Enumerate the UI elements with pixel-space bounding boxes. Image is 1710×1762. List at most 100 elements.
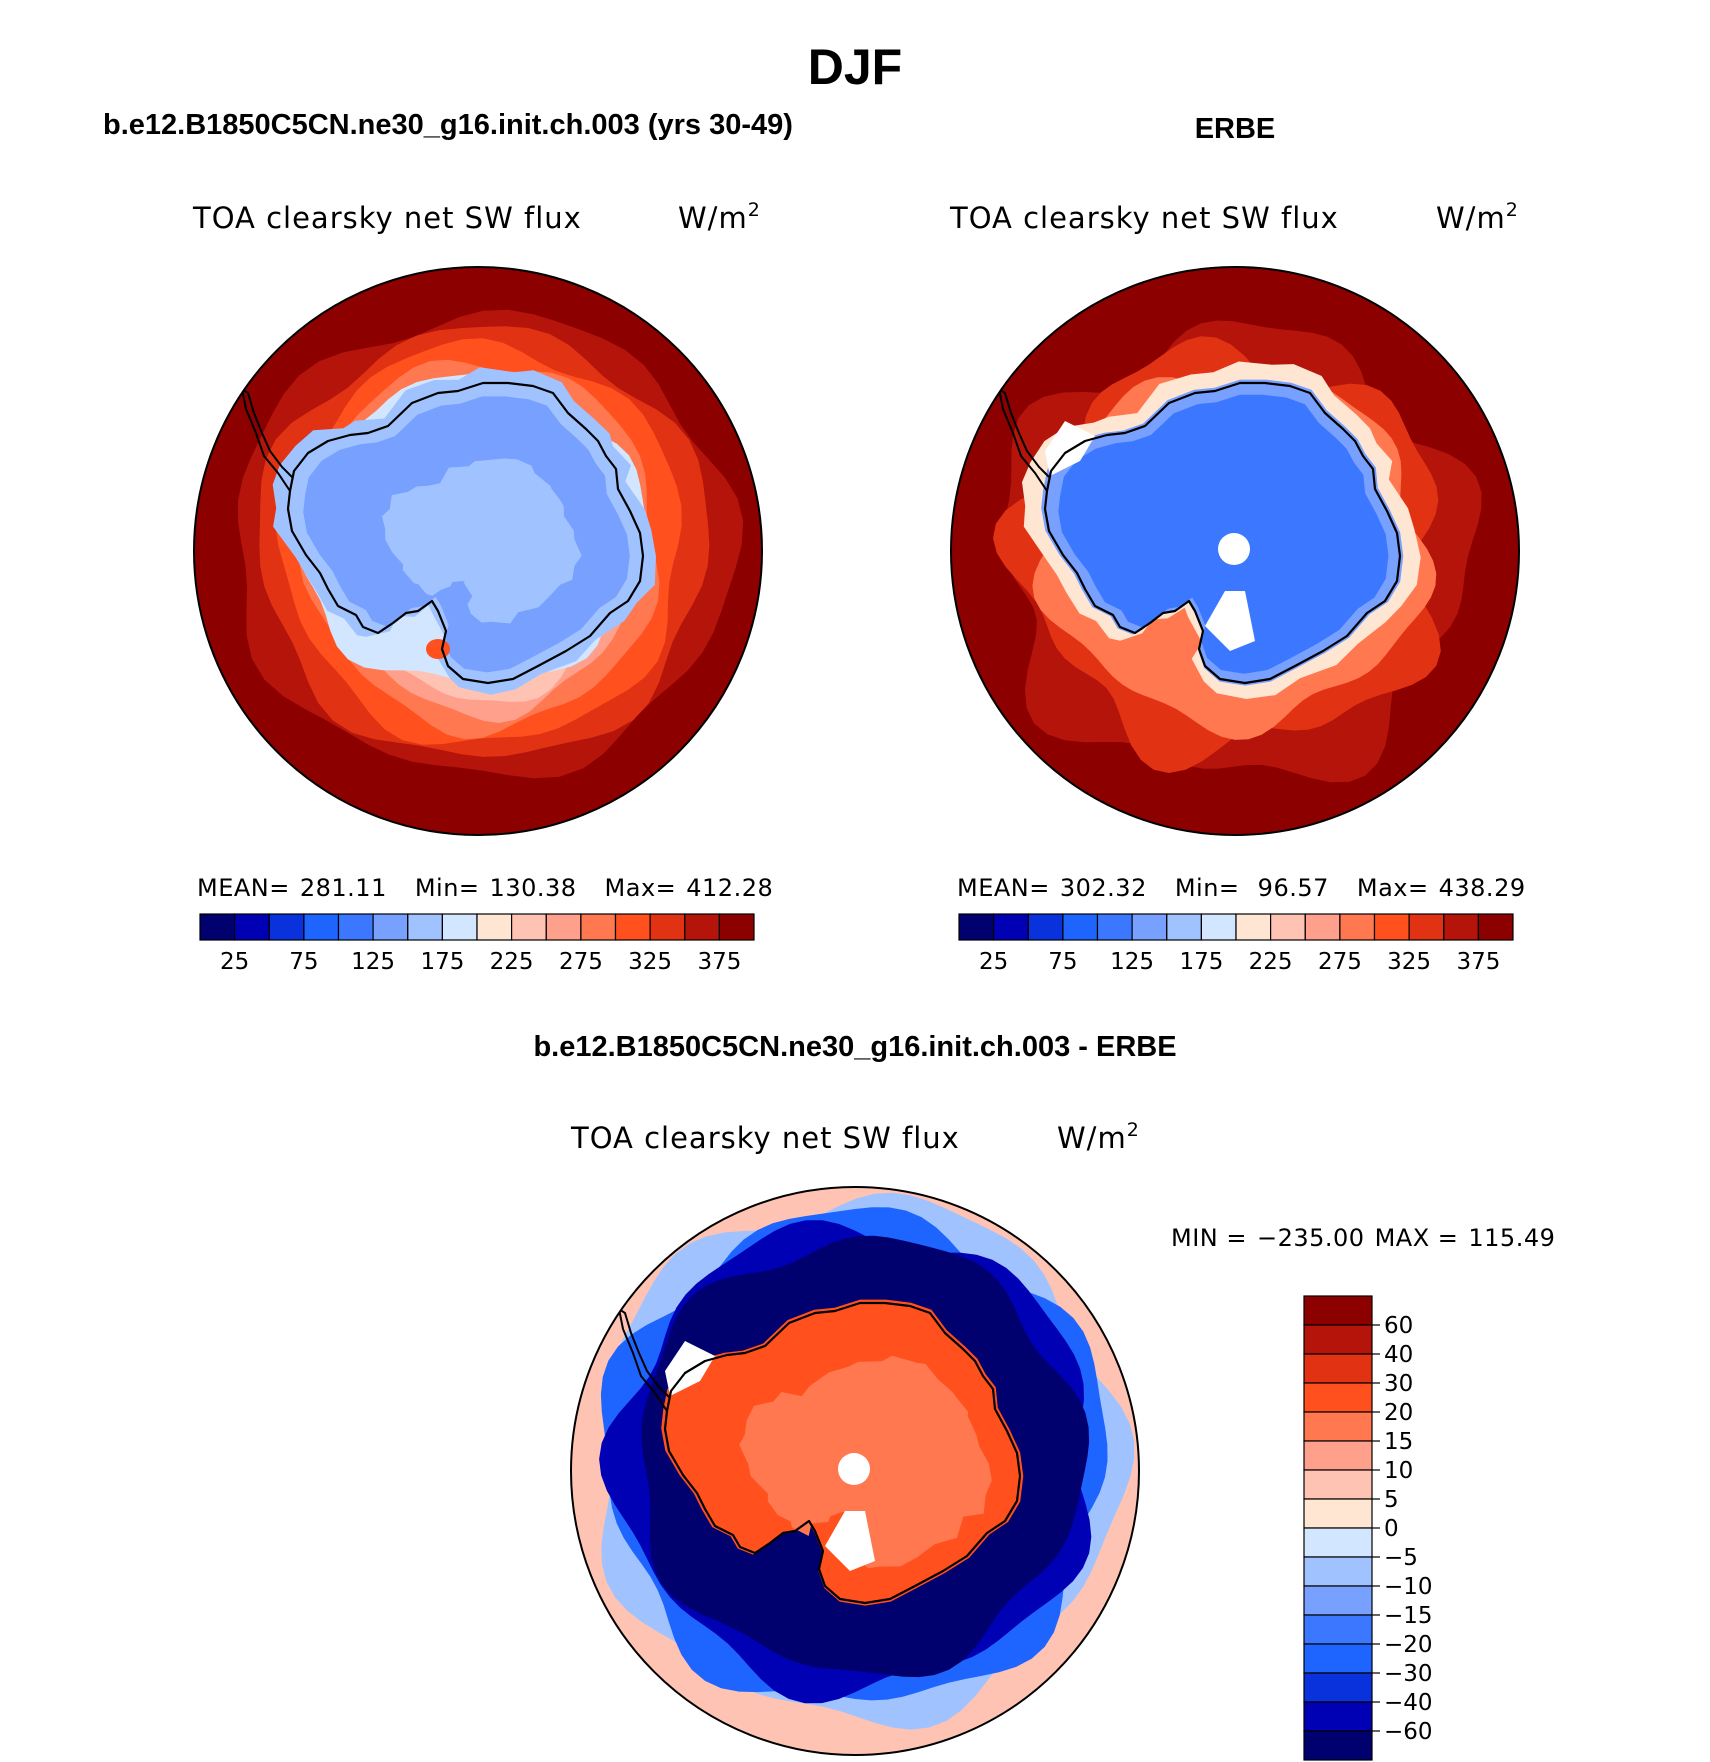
panel-model-colorbar-box <box>407 913 443 941</box>
panel-obs-colorbar-box <box>1339 913 1376 941</box>
panel-diff-colorbar-box <box>1303 1324 1373 1355</box>
panel-model-coastline <box>286 381 645 685</box>
panel-obs-coastline <box>1043 381 1402 685</box>
panel-obs-units: W/m2 <box>1436 199 1519 235</box>
panel-diff-colorbar-tick: −60 <box>1384 1719 1433 1745</box>
panel-model-map <box>194 267 762 835</box>
panel-model-title: b.e12.B1850C5CN.ne30_g16.init.ch.003 (yr… <box>103 109 793 141</box>
panel-diff-colorbar-box <box>1303 1440 1373 1471</box>
missing-data-pole <box>1218 533 1250 565</box>
figure-title: DJF <box>808 39 902 95</box>
panel-diff-colorbar-box <box>1303 1556 1373 1587</box>
panel-model-colorbar-box <box>372 913 409 941</box>
panel-model-colorbar-box <box>649 913 686 941</box>
panel-model-colorbar-box <box>684 913 720 941</box>
panel-obs-colorbar-box <box>1477 913 1514 941</box>
panel-model-colorbar-box <box>234 913 270 941</box>
panel-obs-colorbar-box <box>958 913 995 941</box>
panel-model-colorbar-tick: 375 <box>697 949 741 975</box>
panel-model-colorbar-box <box>511 913 547 941</box>
panel-diff-coastline <box>663 1301 1022 1605</box>
panel-diff-stats: MIN = −235.00 MAX = 115.49 <box>1171 1224 1555 1252</box>
panel-diff-colorbar-box <box>1303 1295 1373 1326</box>
panel-obs-map-border <box>950 266 1520 836</box>
panel-model-colorbar-box <box>199 913 236 941</box>
panel-diff-colorbar-tick: 10 <box>1384 1458 1413 1484</box>
panel-model-colorbar-box <box>303 913 340 941</box>
panel-diff-colorbar: 60 40 30 20 15 10 5 0 −5 −10 −15 −20 −30 −40 −60 <box>1303 1295 1433 1761</box>
panel-model-units: W/m2 <box>678 199 761 235</box>
panel-model-peninsula-coastline <box>240 386 293 492</box>
panel-diff-colorbar-tick: 60 <box>1384 1313 1413 1339</box>
panel-diff-colorbar-tick: −30 <box>1384 1661 1433 1687</box>
panel-model-map-border <box>193 266 763 836</box>
panel-model-colorbar-box <box>268 913 305 941</box>
panel-diff-subtitle: TOA clearsky net SW flux <box>570 1121 960 1155</box>
panel-obs-colorbar-box <box>1131 913 1168 941</box>
panel-obs-colorbar-box <box>1062 913 1099 941</box>
panel-obs-peninsula-coastline <box>997 386 1050 492</box>
panel-model-colorbar-tick: 225 <box>490 949 534 975</box>
panel-model-stats: MEAN= 281.11 Min= 130.38 Max= 412.28 <box>197 874 773 902</box>
panel-diff: b.e12.B1850C5CN.ne30_g16.init.ch.003 - E… <box>533 1031 1555 1761</box>
panel-model-colorbar-box <box>545 913 582 941</box>
panel-diff-colorbar-tick: 30 <box>1384 1371 1413 1397</box>
panel-diff-colorbar-box <box>1303 1498 1373 1529</box>
panel-obs-colorbar: 25 75 125 175 225 275 325 375 <box>958 913 1514 975</box>
panel-model-colorbar: 25 75 125 175 225 275 325 375 <box>199 913 755 975</box>
missing-data-ross <box>1205 591 1255 651</box>
missing-data-ross <box>825 1511 875 1571</box>
panel-diff-colorbar-tick: 40 <box>1384 1342 1413 1368</box>
panel-obs-colorbar-tick: 375 <box>1456 949 1500 975</box>
panel-model: b.e12.B1850C5CN.ne30_g16.init.ch.003 (yr… <box>103 109 793 975</box>
panel-diff-peninsula-coastline <box>617 1306 670 1412</box>
panel-diff-colorbar-tick: −40 <box>1384 1690 1433 1716</box>
panel-obs-colorbar-tick: 125 <box>1110 949 1154 975</box>
panel-diff-colorbar-box <box>1303 1585 1373 1616</box>
panel-model-colorbar-tick: 25 <box>220 949 249 975</box>
panel-model-colorbar-box <box>337 913 374 941</box>
panel-diff-colorbar-box <box>1303 1614 1373 1645</box>
panel-obs-colorbar-tick: 25 <box>979 949 1008 975</box>
panel-diff-colorbar-box <box>1303 1643 1373 1674</box>
panel-obs-colorbar-box <box>992 913 1029 941</box>
panel-model-colorbar-tick: 175 <box>420 949 464 975</box>
panel-obs-colorbar-box <box>1304 913 1341 941</box>
zone-ice-interior <box>382 458 582 624</box>
panel-obs-colorbar-box <box>1027 913 1064 941</box>
panel-diff-map-border <box>570 1186 1140 1756</box>
panel-diff-colorbar-tick: −10 <box>1384 1574 1433 1600</box>
zone-ice-sheet <box>1058 394 1389 674</box>
panel-model-colorbar-tick: 125 <box>351 949 395 975</box>
panel-obs-map <box>951 267 1519 835</box>
panel-obs-colorbar-box <box>1200 913 1237 941</box>
panel-model-colorbar-tick: 75 <box>289 949 318 975</box>
panel-diff-colorbar-box <box>1303 1730 1373 1761</box>
panel-diff-colorbar-tick: −15 <box>1384 1603 1433 1629</box>
panel-obs-colorbar-tick: 175 <box>1179 949 1223 975</box>
panel-obs-subtitle: TOA clearsky net SW flux <box>949 201 1339 235</box>
panel-diff-colorbar-tick: 0 <box>1384 1516 1399 1542</box>
panel-obs-colorbar-tick: 225 <box>1249 949 1293 975</box>
panel-diff-colorbar-box <box>1303 1469 1373 1500</box>
panel-diff-colorbar-tick: −20 <box>1384 1632 1433 1658</box>
panel-diff-colorbar-box <box>1303 1411 1373 1442</box>
panel-model-colorbar-box <box>580 913 617 941</box>
panel-diff-colorbar-box <box>1303 1353 1373 1384</box>
panel-model-colorbar-box <box>614 913 651 941</box>
panel-obs-colorbar-box <box>1443 913 1480 941</box>
panel-obs-colorbar-box <box>1166 913 1203 941</box>
panel-diff-colorbar-box <box>1303 1382 1373 1413</box>
panel-diff-colorbar-tick: 20 <box>1384 1400 1413 1426</box>
panel-model-colorbar-box <box>441 913 478 941</box>
panel-obs-colorbar-box <box>1096 913 1133 941</box>
panel-diff-colorbar-tick: 15 <box>1384 1429 1413 1455</box>
zone-ross-anomaly <box>426 639 450 659</box>
panel-obs: ERBE TOA clearsky net SW flux W/m2 MEAN=… <box>949 113 1525 975</box>
panel-obs-colorbar-box <box>1269 913 1306 941</box>
panel-model-colorbar-box <box>718 913 755 941</box>
missing-data-pole <box>838 1453 870 1485</box>
panel-obs-colorbar-box <box>1408 913 1445 941</box>
panel-obs-title: ERBE <box>1195 113 1276 145</box>
